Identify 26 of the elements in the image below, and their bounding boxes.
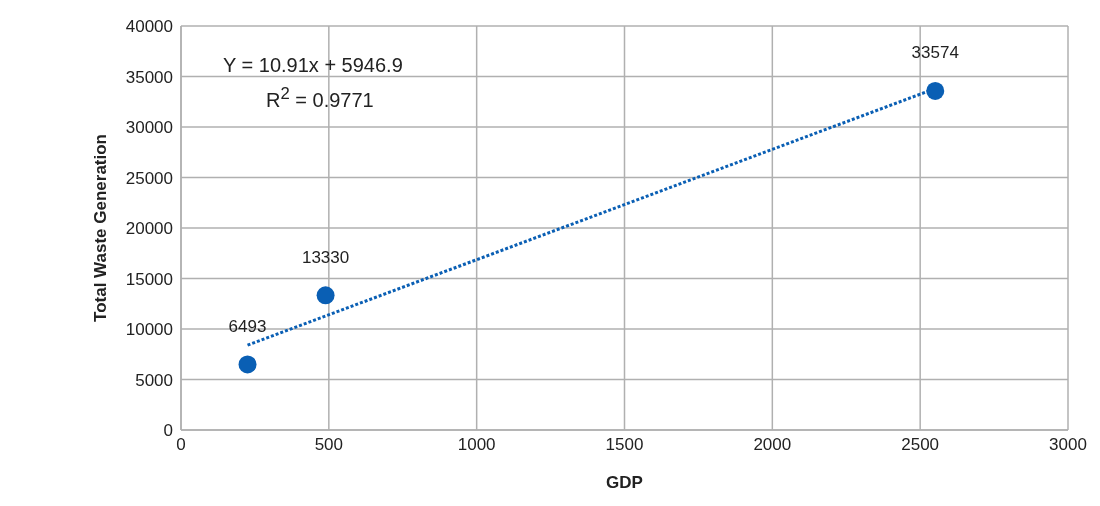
point — [238, 355, 257, 374]
x-tick-label: 2000 — [753, 435, 792, 455]
x-tick-label: 2500 — [901, 435, 940, 455]
annotation: R$^{2}$ = 0.9771 — [266, 84, 374, 112]
data-label: 6493 — [228, 316, 267, 336]
point — [316, 286, 335, 305]
data-label: 33574 — [911, 43, 959, 63]
x-tick-label: 1500 — [605, 435, 644, 455]
annotation: Y = 10.91x + 5946.9 — [223, 54, 403, 77]
x-tick-label: 1000 — [457, 435, 496, 455]
x-axis-title: GDP — [606, 473, 643, 492]
y-tick-label: 0 — [163, 421, 173, 441]
x-tick-label: 3000 — [1049, 435, 1087, 455]
y-tick-label: 40000 — [125, 17, 173, 37]
x-tick-label: 500 — [314, 435, 344, 455]
y-axis-title: Total Waste Generation — [90, 134, 110, 322]
y-tick-label: 15000 — [125, 269, 173, 289]
y-tick-label: 25000 — [125, 168, 173, 188]
point — [926, 81, 945, 100]
y-tick-label: 5000 — [135, 370, 173, 390]
y-tick-label: 30000 — [125, 118, 173, 138]
y-tick-label: 20000 — [125, 219, 173, 239]
data-label: 13330 — [301, 247, 350, 267]
y-tick-label: 10000 — [125, 320, 173, 340]
y-tick-label: 35000 — [125, 67, 173, 87]
x-tick-label: 0 — [176, 435, 186, 455]
